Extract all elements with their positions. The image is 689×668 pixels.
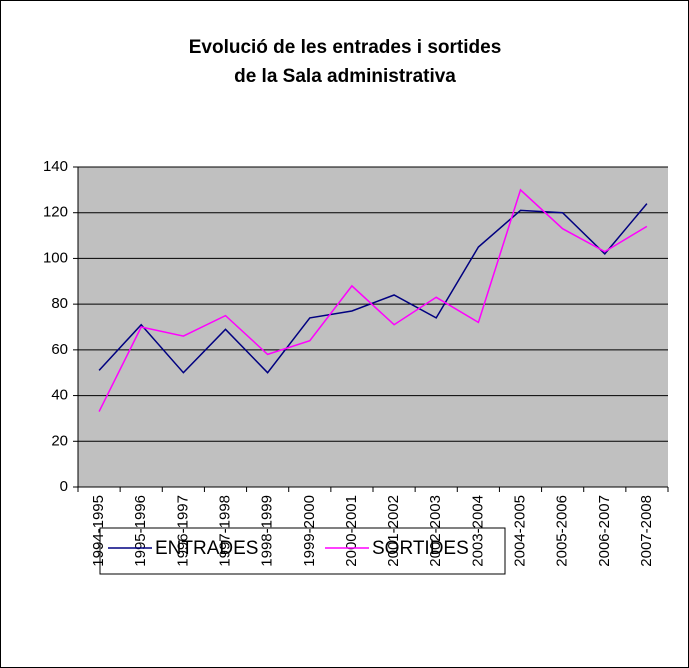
y-tick-label: 40: [51, 387, 68, 404]
y-tick-label: 100: [43, 249, 68, 266]
x-tick-label: 1996-1997: [174, 495, 191, 567]
x-tick-label: 1998-1999: [259, 495, 276, 567]
x-tick-label: 2000-2001: [343, 495, 360, 567]
x-tick-label: 1994-1995: [90, 495, 107, 567]
chart-title: Evolució de les entrades i sortides: [189, 37, 502, 58]
y-tick-label: 80: [51, 295, 68, 312]
y-tick-label: 20: [51, 432, 68, 449]
x-tick-label: 2006-2007: [596, 495, 613, 567]
y-tick-label: 120: [43, 204, 68, 221]
x-tick-label: 1999-2000: [301, 495, 318, 567]
x-tick-label: 2002-2003: [427, 495, 444, 567]
y-tick-label: 0: [60, 478, 68, 495]
x-tick-label: 1995-1996: [132, 495, 149, 567]
x-tick-label: 2005-2006: [554, 495, 571, 567]
chart-title: de la Sala administrativa: [234, 66, 456, 87]
line-series: [98, 188, 648, 412]
legend-label: SORTIDES: [372, 538, 469, 559]
line-series: [98, 203, 648, 374]
x-tick-label: 2007-2008: [638, 495, 655, 567]
legend: [99, 527, 506, 575]
x-tick-label: 2003-2004: [469, 495, 486, 567]
x-tick-label: 2001-2002: [385, 495, 402, 567]
y-tick-label: 60: [51, 341, 68, 358]
x-tick-label: 1997-1998: [216, 495, 233, 567]
legend-label: ENTRADES: [155, 538, 258, 559]
y-tick-label: 140: [43, 158, 68, 175]
x-tick-label: 2004-2005: [511, 495, 528, 567]
plot-area: [78, 167, 668, 487]
